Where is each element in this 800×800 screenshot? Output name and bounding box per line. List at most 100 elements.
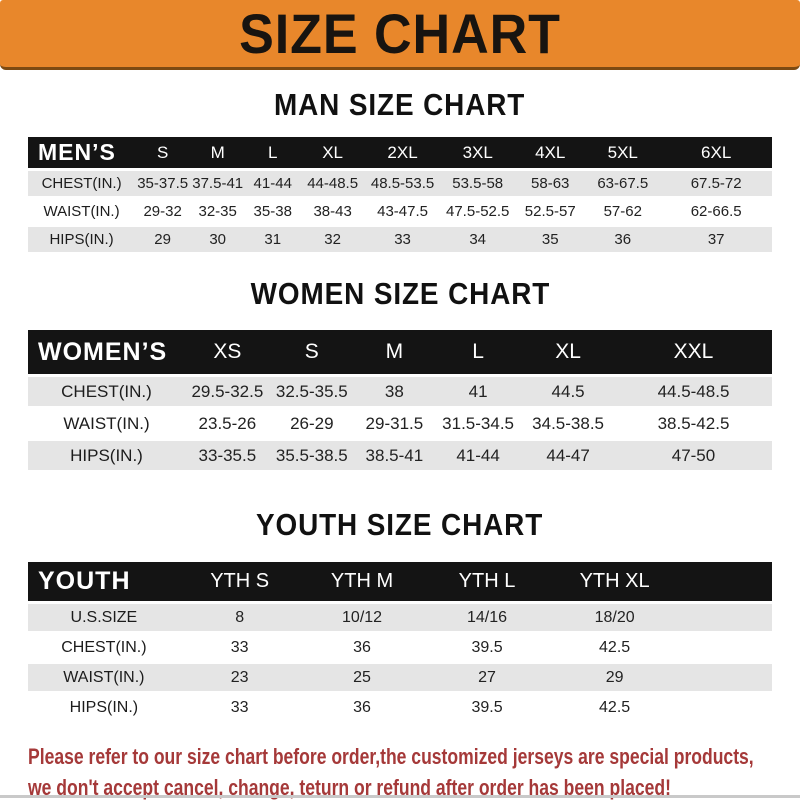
size-column-header: XL: [521, 330, 615, 374]
row-label: HIPS(IN.): [28, 694, 180, 721]
disclaimer-text: Please refer to our size chart before or…: [0, 741, 800, 800]
size-value-cell: 47.5-52.5: [440, 199, 516, 224]
table-row: CHEST(IN.) 29.5-32.5 32.5-35.5 38 41 44.5 44.5…: [28, 377, 772, 406]
row-label: HIPS(IN.): [28, 441, 185, 470]
size-value-cell: 41: [434, 377, 522, 406]
table-corner-label: YOUTH: [28, 562, 180, 601]
size-chart-banner: SIZE CHART: [0, 0, 800, 70]
size-value-cell: 26-29: [269, 409, 354, 438]
size-column-header: M: [190, 137, 246, 168]
size-value-cell: 37.5-41: [190, 171, 246, 196]
size-value-cell: 44-48.5: [300, 171, 365, 196]
youth-size-table: YOUTH YTH S YTH M YTH L YTH XL U.S.SIZE 8 10/12…: [28, 559, 772, 724]
size-value-cell: 34: [440, 227, 516, 252]
size-table-header-row: MEN’S S M L XL 2XL 3XL 4XL 5XL 6XL: [28, 137, 772, 168]
size-value-cell: [679, 634, 772, 661]
size-column-header: [679, 562, 772, 601]
table-row: CHEST(IN.) 35-37.5 37.5-41 41-44 44-48.5 48.5…: [28, 171, 772, 196]
table-row: WAIST(IN.) 23.5-26 26-29 29-31.5 31.5-34.5 34…: [28, 409, 772, 438]
size-value-cell: 38-43: [300, 199, 365, 224]
size-value-cell: 34.5-38.5: [521, 409, 615, 438]
size-value-cell: 35-38: [245, 199, 301, 224]
size-value-cell: 37: [660, 227, 772, 252]
size-table-header-row: YOUTH YTH S YTH M YTH L YTH XL: [28, 562, 772, 601]
size-value-cell: 52.5-57: [515, 199, 586, 224]
size-column-header: 2XL: [364, 137, 441, 168]
size-value-cell: 14/16: [424, 604, 550, 631]
size-column-header: XS: [184, 330, 270, 374]
size-value-cell: 53.5-58: [440, 171, 516, 196]
size-value-cell: 41-44: [434, 441, 522, 470]
size-value-cell: 29: [549, 664, 680, 691]
size-value-cell: 36: [299, 694, 425, 721]
size-value-cell: 41-44: [245, 171, 301, 196]
size-column-header: YTH M: [299, 562, 425, 601]
row-label: CHEST(IN.): [28, 634, 180, 661]
size-value-cell: 43-47.5: [364, 199, 441, 224]
table-corner-label: WOMEN’S: [28, 330, 185, 374]
size-column-header: XL: [300, 137, 365, 168]
table-row: U.S.SIZE 8 10/12 14/16 18/20: [28, 604, 772, 631]
women-section-heading: WOMEN SIZE CHART: [0, 276, 800, 312]
size-value-cell: 63-67.5: [585, 171, 661, 196]
size-column-header: S: [269, 330, 354, 374]
size-column-header: YTH S: [179, 562, 300, 601]
size-column-header: YTH L: [424, 562, 550, 601]
row-label: HIPS(IN.): [28, 227, 136, 252]
size-value-cell: 36: [585, 227, 661, 252]
row-label: WAIST(IN.): [28, 199, 136, 224]
size-column-header: 6XL: [660, 137, 772, 168]
size-value-cell: 23.5-26: [184, 409, 270, 438]
row-label: WAIST(IN.): [28, 664, 180, 691]
row-label: U.S.SIZE: [28, 604, 180, 631]
size-value-cell: 39.5: [424, 694, 550, 721]
size-value-cell: 27: [424, 664, 550, 691]
size-value-cell: 31: [245, 227, 301, 252]
men-heading-text: MAN SIZE CHART: [274, 87, 526, 122]
size-value-cell: 38.5-42.5: [614, 409, 772, 438]
size-column-header: S: [135, 137, 191, 168]
table-row: WAIST(IN.) 29-32 32-35 35-38 38-43 43-47.5 47.…: [28, 199, 772, 224]
row-label: CHEST(IN.): [28, 377, 185, 406]
size-value-cell: 32: [300, 227, 365, 252]
disclaimer-line-1: Please refer to our size chart before or…: [28, 744, 754, 769]
size-value-cell: [679, 664, 772, 691]
row-label: WAIST(IN.): [28, 409, 185, 438]
size-value-cell: 33: [179, 694, 300, 721]
table-row: HIPS(IN.) 29 30 31 32 33 34 35 36 37: [28, 227, 772, 252]
banner-title: SIZE CHART: [239, 2, 561, 65]
men-size-table: MEN’S S M L XL 2XL 3XL 4XL 5XL 6XL CHEST(IN.) 35-37…: [28, 134, 772, 255]
size-value-cell: 30: [190, 227, 246, 252]
size-value-cell: 31.5-34.5: [434, 409, 522, 438]
size-value-cell: 44-47: [521, 441, 615, 470]
size-value-cell: 29: [135, 227, 191, 252]
size-value-cell: 57-62: [585, 199, 661, 224]
table-row: HIPS(IN.) 33-35.5 35.5-38.5 38.5-41 41-44 44-…: [28, 441, 772, 470]
size-value-cell: 39.5: [424, 634, 550, 661]
women-size-table: WOMEN’S XS S M L XL XXL CHEST(IN.) 29.5-32.5 32.5…: [28, 327, 772, 473]
size-value-cell: 44.5: [521, 377, 615, 406]
youth-heading-text: YOUTH SIZE CHART: [256, 507, 544, 542]
size-value-cell: 32-35: [190, 199, 246, 224]
size-column-header: 4XL: [515, 137, 586, 168]
size-value-cell: 35.5-38.5: [269, 441, 354, 470]
size-value-cell: 47-50: [614, 441, 772, 470]
size-value-cell: 29-31.5: [353, 409, 435, 438]
size-value-cell: 18/20: [549, 604, 680, 631]
size-value-cell: 33: [179, 634, 300, 661]
table-row: CHEST(IN.) 33 36 39.5 42.5: [28, 634, 772, 661]
size-column-header: L: [245, 137, 301, 168]
size-value-cell: 25: [299, 664, 425, 691]
size-value-cell: 10/12: [299, 604, 425, 631]
row-label: CHEST(IN.): [28, 171, 136, 196]
women-heading-text: WOMEN SIZE CHART: [250, 276, 550, 311]
size-column-header: M: [353, 330, 435, 374]
size-value-cell: 29.5-32.5: [184, 377, 270, 406]
men-section-heading: MAN SIZE CHART: [0, 87, 800, 123]
size-value-cell: 62-66.5: [660, 199, 772, 224]
size-value-cell: [679, 604, 772, 631]
size-value-cell: 38.5-41: [353, 441, 435, 470]
size-column-header: 3XL: [440, 137, 516, 168]
size-column-header: YTH XL: [549, 562, 680, 601]
size-value-cell: 36: [299, 634, 425, 661]
